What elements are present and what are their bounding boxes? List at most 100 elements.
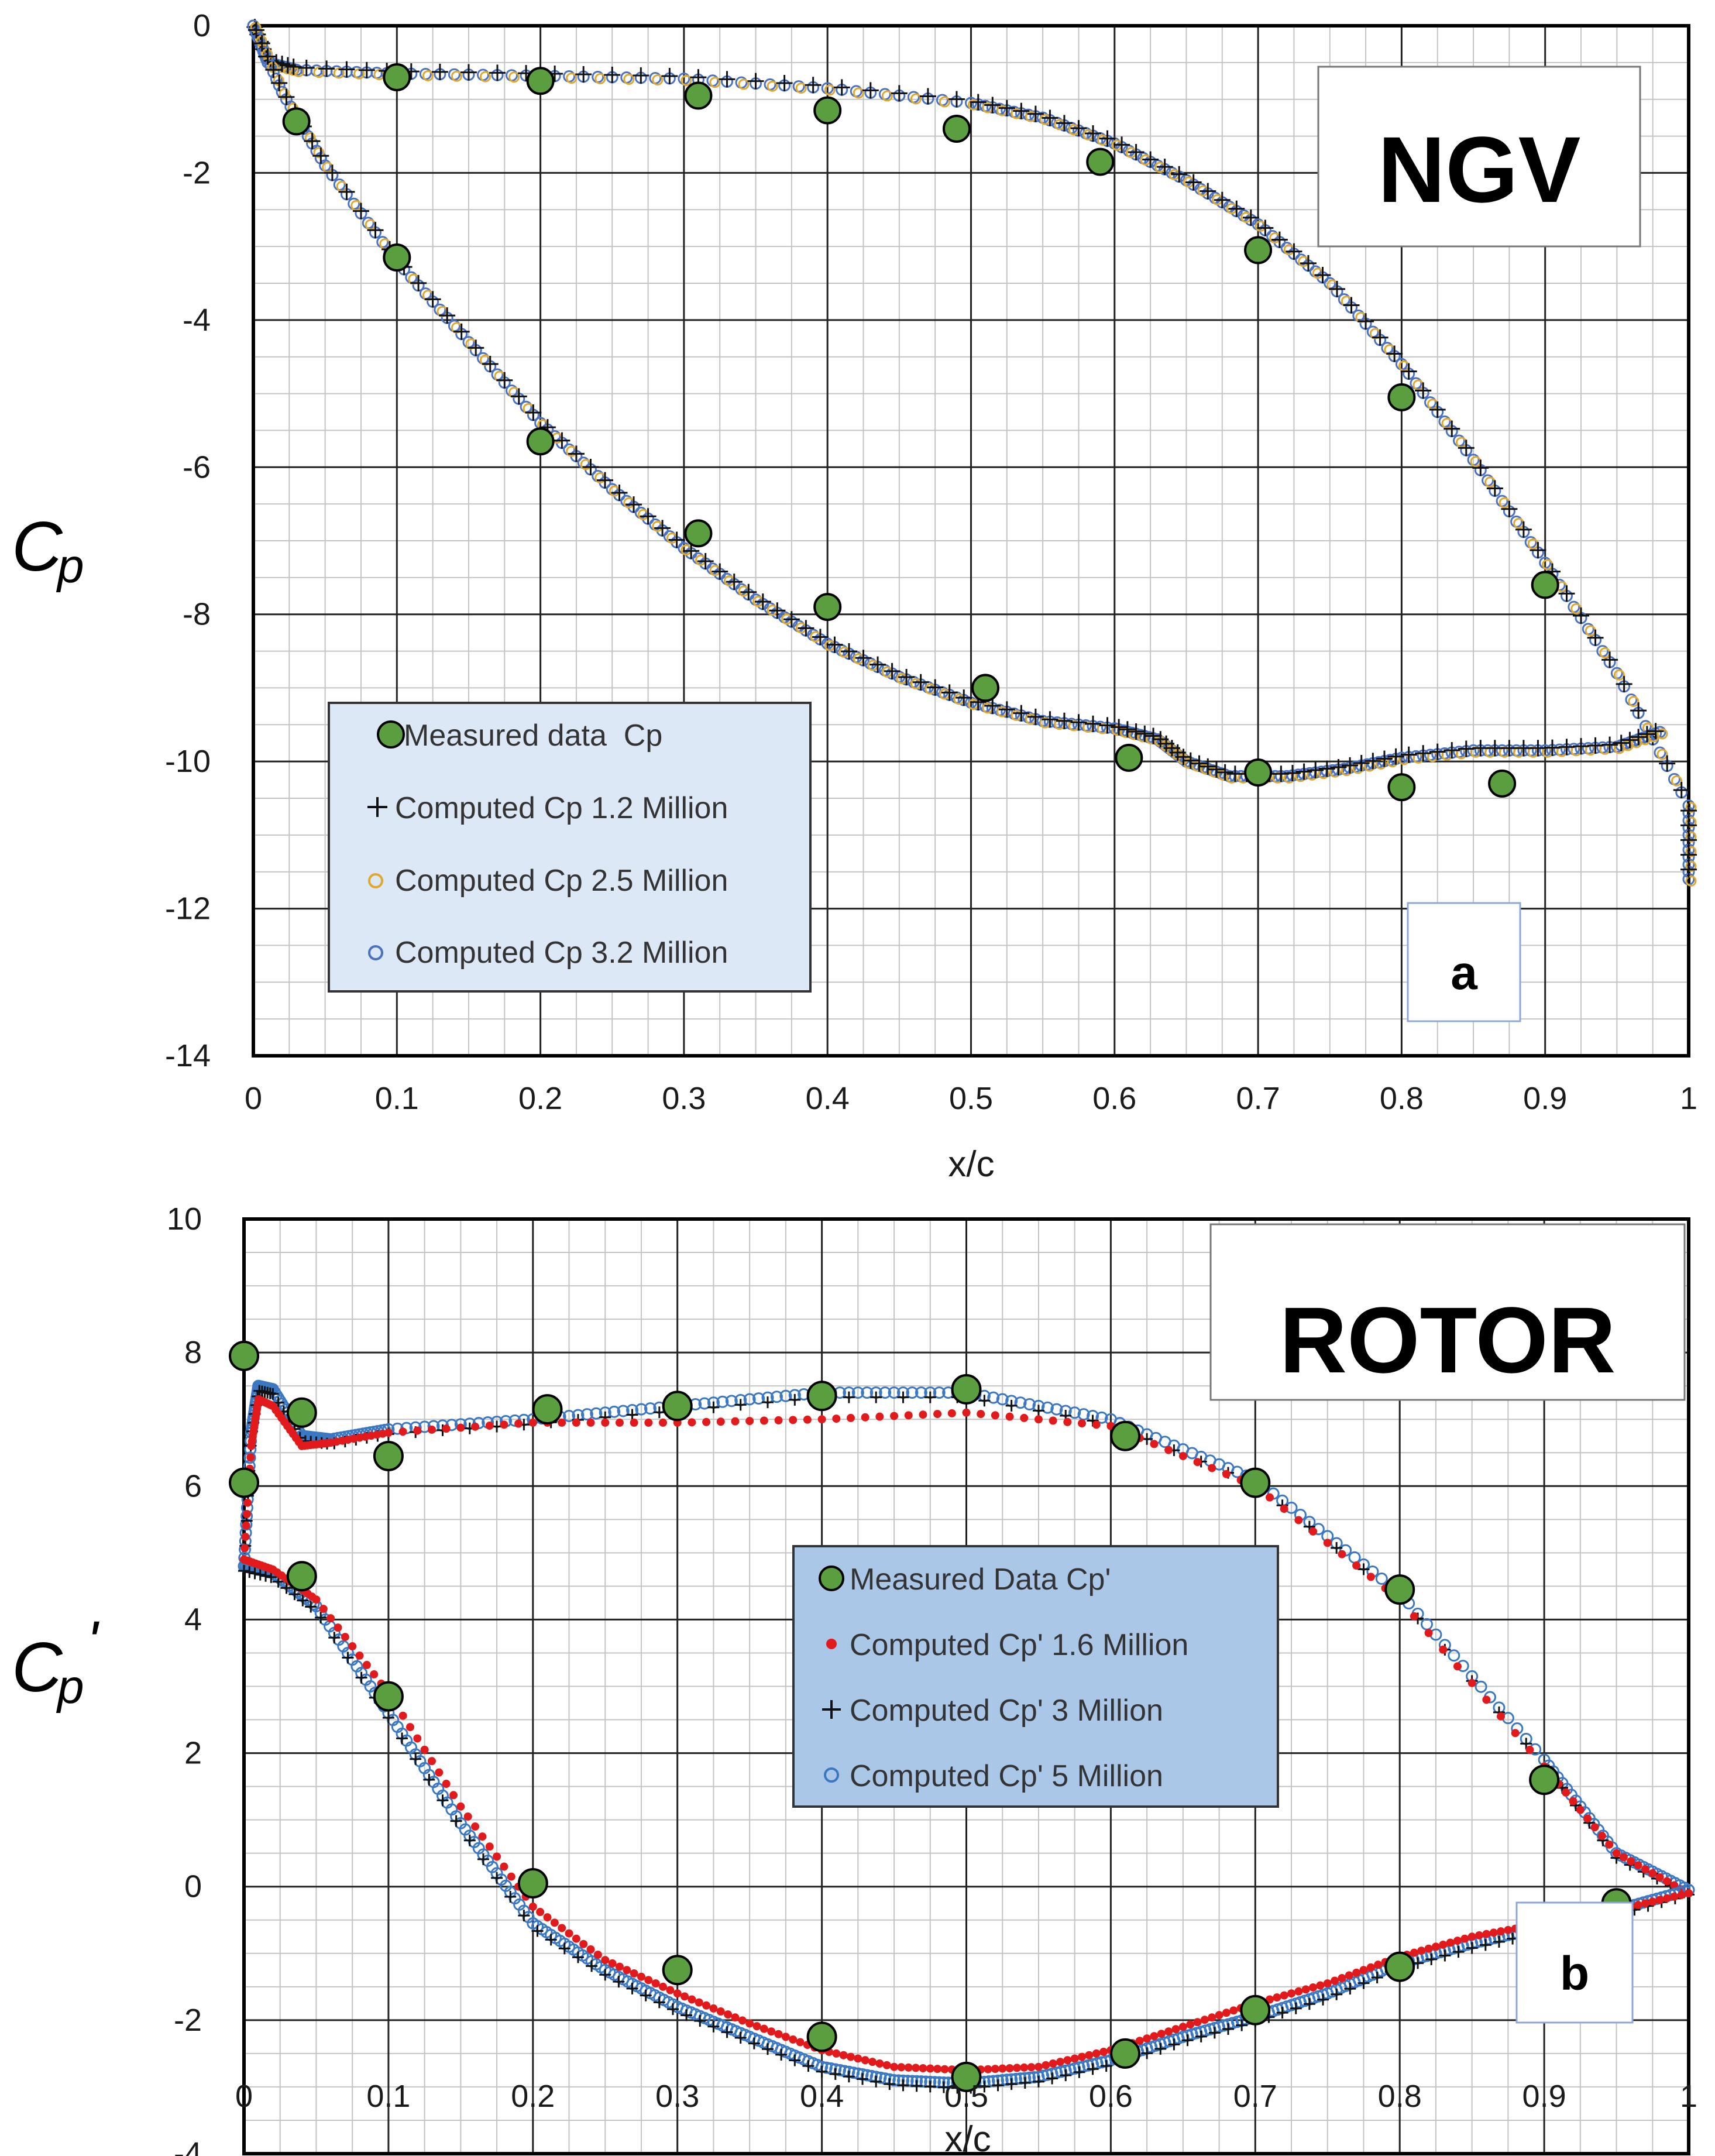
- computed-1-2-million-point: [1680, 861, 1697, 878]
- computed-1-6-million-point: [543, 1913, 552, 1922]
- computed-1-2-million-point: [324, 164, 341, 181]
- computed-1-2-million-point: [884, 662, 901, 679]
- panel-ngv-y-axis-title-sub: p: [56, 540, 84, 593]
- computed-1-2-million-point: [496, 372, 513, 389]
- computed-1-6-million-point: [1294, 1516, 1303, 1525]
- computed-1-6-million-point: [1049, 2059, 1057, 2068]
- computed-1-2-million-point: [1415, 382, 1432, 399]
- computed-1-2-million-point: [1444, 742, 1460, 759]
- computed-1-6-million-point: [817, 1415, 826, 1424]
- panel-ngv-title: NGV: [1378, 117, 1581, 222]
- computed-1-6-million-point: [984, 2065, 992, 2073]
- computed-1-6-million-point: [1467, 1932, 1476, 1941]
- computed-5-million-point: [861, 1386, 874, 1399]
- x-tick-label: 0.9: [1522, 2079, 1566, 2114]
- computed-1-6-million-point: [1366, 1963, 1375, 1972]
- computed-1-2-million-point: [510, 388, 527, 405]
- computed-1-2-million-point: [1175, 749, 1192, 765]
- computed-1-2-million-point: [611, 485, 628, 502]
- computed-1-6-million-point: [1655, 1896, 1664, 1904]
- measured-data-point: [813, 96, 842, 125]
- computed-3-million-point: [1290, 2002, 1302, 2014]
- computed-1-2-million-point: [1284, 765, 1301, 782]
- computed-1-6-million-point: [507, 1872, 515, 1881]
- computed-2-5-million-point: [738, 78, 750, 90]
- computed-1-6-million-point: [702, 1417, 711, 1426]
- computed-1-2-million-point: [1185, 174, 1202, 191]
- computed-1-6-million-point: [673, 1989, 682, 1998]
- computed-1-6-million-point: [1634, 1861, 1642, 1870]
- computed-1-6-million-point: [1150, 1440, 1159, 1448]
- computed-1-2-million-point: [1458, 740, 1475, 757]
- computed-1-6-million-point: [1338, 1973, 1346, 1982]
- x-tick-label: 0.5: [949, 1081, 993, 1116]
- computed-1-2-million-point: [338, 61, 355, 78]
- computed-1-6-million-point: [688, 1418, 696, 1427]
- computed-1-2-million-point: [1400, 746, 1417, 763]
- computed-1-6-million-point: [659, 1418, 668, 1427]
- computed-1-6-million-point: [767, 2027, 776, 2036]
- computed-1-2-million-point: [1616, 675, 1632, 692]
- computed-1-6-million-point: [752, 2022, 761, 2031]
- computed-1-6-million-point: [745, 1417, 754, 1426]
- computed-1-6-million-point: [731, 2013, 740, 2022]
- computed-1-6-million-point: [904, 1411, 913, 1420]
- computed-1-6-million-point: [919, 1410, 927, 1419]
- computed-1-6-million-point: [1338, 1550, 1346, 1558]
- measured-data-point: [1529, 1764, 1560, 1795]
- computed-2-5-million-point: [709, 77, 721, 88]
- computed-5-million-point: [1077, 1408, 1090, 1421]
- computed-2-5-million-point: [680, 75, 692, 87]
- computed-1-2-million-point: [525, 404, 542, 421]
- computed-1-6-million-point: [558, 1418, 566, 1427]
- computed-5-million-point: [644, 1402, 657, 1415]
- computed-1-6-million-point: [1273, 1993, 1281, 2002]
- computed-1-2-million-point: [1587, 737, 1604, 754]
- computed-1-6-million-point: [789, 2035, 798, 2044]
- measured-data-point: [1488, 769, 1517, 798]
- legend-label-measured-data: Measured data Cp: [404, 719, 662, 753]
- computed-1-2-million-point: [862, 82, 879, 99]
- computed-1-6-million-point: [565, 1929, 573, 1938]
- computed-3-million-point: [857, 2073, 869, 2085]
- computed-1-2-million-point: [1295, 763, 1312, 780]
- computed-1-2-million-point: [1228, 200, 1245, 217]
- computed-3-million-point: [305, 1601, 317, 1613]
- computed-1-6-million-point: [413, 1426, 422, 1435]
- computed-1-6-million-point: [427, 1757, 436, 1766]
- computed-2-5-million-point: [451, 70, 462, 82]
- measured-data-point: [383, 63, 411, 91]
- computed-1-2-million-point: [431, 63, 448, 80]
- computed-3-million-point: [491, 1872, 503, 1884]
- computed-1-6-million-point: [774, 2030, 783, 2038]
- computed-1-6-million-point: [1417, 1946, 1426, 1955]
- computed-1-6-million-point: [586, 1418, 595, 1427]
- computed-1-6-million-point: [1070, 2054, 1079, 2063]
- computed-1-2-million-point: [568, 445, 585, 462]
- computed-5-million-point: [635, 1403, 648, 1416]
- y-tick-label: -2: [183, 155, 211, 190]
- x-tick-label: 0.2: [518, 1081, 562, 1116]
- computed-1-6-million-point: [1178, 2023, 1187, 2031]
- computed-2-5-million-point: [1685, 816, 1697, 828]
- computed-1-6-million-point: [1222, 2009, 1231, 2017]
- computed-2-5-million-point: [1628, 696, 1640, 708]
- computed-1-6-million-point: [1005, 2064, 1014, 2072]
- computed-1-6-million-point: [601, 1418, 610, 1427]
- computed-1-6-million-point: [1446, 1938, 1455, 1947]
- computed-3-million-point: [410, 1753, 422, 1765]
- legend-label-computed-2-5-million: Computed Cp 2.5 Million: [395, 864, 728, 898]
- computed-1-6-million-point: [854, 2054, 862, 2063]
- computed-3-million-point: [1520, 1738, 1532, 1750]
- computed-1-2-million-point: [1342, 757, 1359, 774]
- computed-2-5-million-point: [566, 72, 578, 84]
- computed-1-6-million-point: [427, 1425, 436, 1434]
- computed-5-million-point: [1041, 1401, 1054, 1414]
- panel-ngv-label: a: [1451, 946, 1478, 1000]
- computed-1-6-million-point: [1135, 2037, 1144, 2045]
- computed-1-6-million-point: [774, 1416, 783, 1424]
- computed-1-6-million-point: [897, 2063, 906, 2072]
- computed-1-6-million-point: [789, 1416, 798, 1424]
- computed-1-2-million-point: [460, 64, 477, 81]
- computed-3-million-point: [762, 1396, 774, 1409]
